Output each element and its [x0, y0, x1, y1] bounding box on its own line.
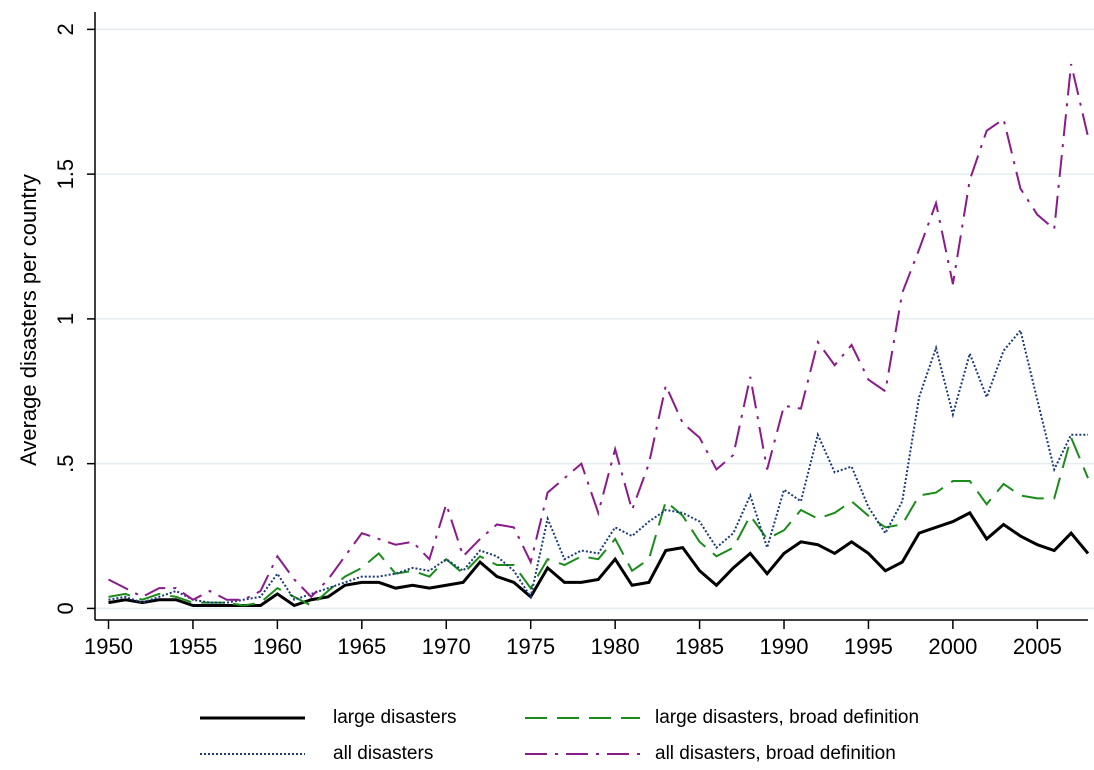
series-line — [108, 63, 1089, 601]
y-tick-label: 1.5 — [53, 159, 78, 190]
series-line — [108, 510, 1090, 608]
series-line — [108, 434, 1089, 607]
x-tick-label: 2000 — [928, 634, 977, 659]
y-tick-label: 2 — [53, 23, 78, 35]
y-tick-label: 0 — [53, 602, 78, 614]
series-line — [108, 328, 1088, 604]
x-tick-label: 1965 — [337, 634, 386, 659]
legend-label: large disasters, broad definition — [655, 707, 919, 728]
x-tick-label: 1985 — [675, 634, 724, 659]
x-tick-label: 1975 — [506, 634, 555, 659]
x-tick-label: 1990 — [760, 634, 809, 659]
y-tick-label: .5 — [53, 454, 78, 472]
x-tick-label: 2005 — [1013, 634, 1062, 659]
legend-label: all disasters, broad definition — [655, 743, 896, 764]
y-axis-label: Average disasters per country — [16, 174, 41, 466]
x-tick-label: 1955 — [168, 634, 217, 659]
legend-label: all disasters — [333, 743, 433, 764]
y-tick-label: 1 — [53, 313, 78, 325]
x-tick-label: 1995 — [844, 634, 893, 659]
x-tick-label: 1960 — [253, 634, 302, 659]
x-tick-label: 1970 — [422, 634, 471, 659]
x-tick-label: 1950 — [84, 634, 133, 659]
x-tick-label: 1980 — [591, 634, 640, 659]
legend-label: large disasters — [333, 707, 457, 728]
